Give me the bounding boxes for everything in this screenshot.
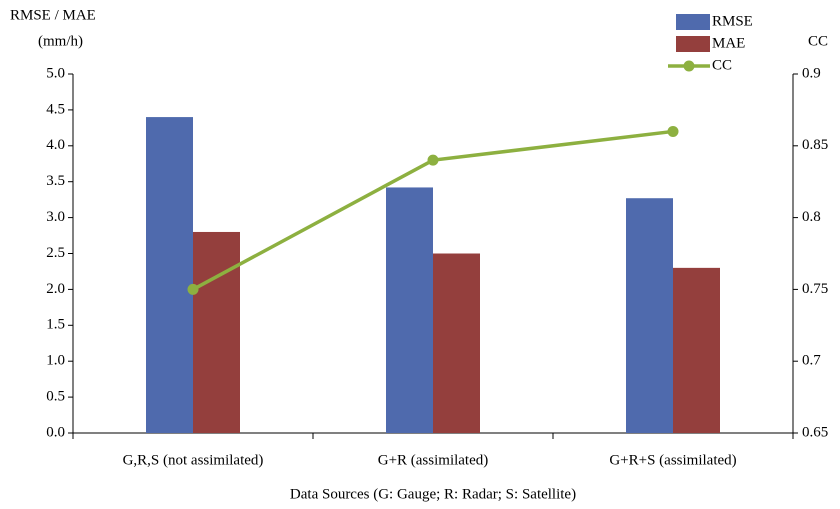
y2-axis-title: CC [808,33,828,49]
bar [146,117,193,433]
bar [433,253,480,433]
legend-label: CC [712,57,732,73]
y2-tick-label: 0.7 [802,353,821,369]
y-tick-label: 0.0 [46,424,65,440]
legend-label: MAE [712,35,745,51]
legend-label: RMSE [712,13,753,29]
line-point [667,125,679,137]
legend-swatch [683,60,695,72]
x-tick-label: G+R (assimilated) [378,452,489,468]
y-tick-label: 2.5 [46,245,65,261]
y-tick-label: 4.0 [46,137,65,153]
y-axis-title: (mm/h) [38,33,83,49]
x-axis-title: Data Sources (G: Gauge; R: Radar; S: Sat… [290,486,576,502]
x-tick-label: G+R+S (assimilated) [609,452,736,468]
bar [193,231,240,433]
y-tick-label: 5.0 [46,65,65,81]
y-tick-label: 3.0 [46,209,65,225]
line-point [187,283,199,295]
legend-swatch [676,36,710,52]
y-tick-label: 4.5 [46,101,65,117]
bar [626,198,673,433]
y2-tick-label: 0.9 [802,65,821,81]
line-point [427,154,439,166]
y-tick-label: 2.0 [46,281,65,297]
bar [386,187,433,433]
legend-swatch [676,14,710,30]
y2-tick-label: 0.8 [802,209,821,225]
y-tick-label: 1.5 [46,317,65,333]
y2-tick-label: 0.75 [802,281,828,297]
y-axis-title: RMSE / MAE [10,7,96,23]
bar [673,267,720,433]
y2-tick-label: 0.65 [802,424,828,440]
x-tick-label: G,R,S (not assimilated) [123,452,264,468]
y-tick-label: 1.0 [46,353,65,369]
y-tick-label: 3.5 [46,173,65,189]
y-tick-label: 0.5 [46,389,65,405]
y2-tick-label: 0.85 [802,137,828,153]
